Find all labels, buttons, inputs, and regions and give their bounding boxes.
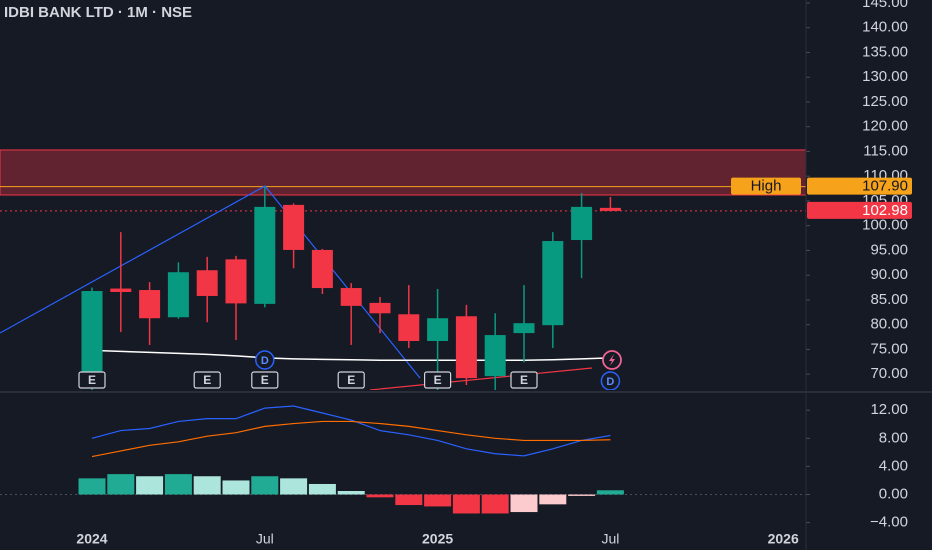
candle-body: [139, 290, 161, 319]
histogram-bar: [539, 494, 567, 505]
earnings-marker: [193, 371, 221, 389]
histogram-bar: [222, 480, 250, 495]
histogram-bar: [280, 478, 308, 495]
candle-body: [369, 302, 391, 314]
candle-body: [110, 288, 132, 293]
histogram-bar: [78, 478, 106, 495]
candle-body: [599, 207, 621, 211]
y-tick-label: 130.00: [862, 68, 908, 85]
y2-tick-label: 4.00: [879, 457, 908, 474]
y2-tick-label: −4.00: [870, 514, 908, 531]
dividend-marker: [255, 350, 275, 370]
y-tick-label: 85.00: [870, 291, 908, 308]
earnings-marker-label: E: [88, 373, 96, 387]
earnings-marker: [337, 371, 365, 389]
macd-panel: [0, 405, 806, 514]
histogram-bar: [136, 476, 164, 495]
earnings-marker-label: E: [347, 373, 355, 387]
candle-body: [398, 314, 420, 342]
y-tick-label: 145.00: [862, 0, 908, 11]
y-tick-label: 140.00: [862, 19, 908, 36]
dividend-marker-label: D: [606, 376, 614, 388]
earnings-marker-label: E: [434, 373, 442, 387]
candle-body: [542, 241, 564, 326]
candle-body: [455, 316, 477, 379]
x-tick-label: Jul: [256, 531, 274, 547]
y-tick-label: 125.00: [862, 93, 908, 110]
y-tick-label: 95.00: [870, 241, 908, 258]
y-tick-label: 100.00: [862, 217, 908, 234]
macd-line: [91, 405, 611, 457]
histogram-bar: [395, 494, 423, 506]
price-panel: E E E E E EDD: [0, 149, 806, 390]
trendline: [0, 185, 421, 379]
candle-body: [427, 318, 449, 342]
last-price-box: [807, 201, 912, 219]
earnings-marker-label: E: [520, 373, 528, 387]
histogram-bar: [510, 494, 538, 513]
candle-body: [484, 335, 506, 377]
histogram-bar: [596, 490, 624, 495]
earnings-marker: [78, 371, 106, 389]
histogram-bar: [424, 494, 452, 507]
y2-tick-label: 8.00: [879, 429, 908, 446]
dividend-marker-label: D: [261, 355, 269, 367]
candle-body: [254, 206, 276, 304]
high-label-box: [731, 177, 801, 195]
earnings-marker-label: E: [203, 373, 211, 387]
y-tick-label: 135.00: [862, 43, 908, 60]
high-value-label: 107.90: [862, 178, 908, 195]
chart-title: IDBI BANK LTD · 1M · NSE: [4, 4, 192, 21]
histogram-bar: [107, 474, 135, 495]
x-tick-label: 2024: [76, 531, 107, 547]
high-value-box: [807, 177, 912, 195]
earnings-marker: [424, 371, 452, 389]
y2-tick-label: 0.00: [879, 485, 908, 502]
histogram-bar: [251, 476, 279, 495]
candle-body: [311, 249, 333, 289]
dividend-marker: [600, 371, 621, 390]
y-tick-label: 70.00: [870, 365, 908, 382]
histogram-bar: [164, 474, 192, 495]
candle-body: [167, 272, 189, 318]
alert-icon-bolt: [609, 354, 615, 366]
y-tick-label: 75.00: [870, 340, 908, 357]
y-tick-label: 120.00: [862, 118, 908, 135]
histogram-bar: [308, 483, 336, 495]
histogram-bar: [337, 490, 365, 495]
macd-line: [91, 420, 611, 458]
histogram-bar: [481, 494, 509, 514]
y-tick-label: 80.00: [870, 316, 908, 333]
candle-body: [225, 259, 247, 304]
earnings-marker: [251, 371, 279, 389]
y2-tick-label: 12.00: [870, 401, 908, 418]
candle-body: [571, 206, 593, 241]
histogram-bar: [568, 494, 596, 496]
y-tick-label: 115.00: [863, 142, 908, 159]
candle-body: [196, 270, 218, 296]
high-label-name: High: [751, 178, 782, 195]
candle-body: [81, 291, 103, 382]
axes: 145.00 140.00 135.00 130.00 125.00 120.00 115.…: [76, 0, 912, 547]
x-tick-label: Jul: [601, 531, 619, 547]
histogram-bar: [452, 494, 480, 514]
earnings-marker-label: E: [261, 373, 269, 387]
y-tick-label: 90.00: [870, 266, 908, 283]
earnings-marker: [510, 371, 538, 389]
last-price-label: 102.98: [862, 202, 908, 219]
candle-body: [340, 288, 362, 306]
candle-body: [513, 323, 535, 334]
histogram-bar: [193, 476, 221, 495]
histogram-bar: [366, 494, 394, 498]
trendline: [369, 367, 593, 390]
candle-body: [283, 204, 305, 250]
x-tick-label: 2025: [422, 531, 453, 547]
x-tick-label: 2026: [768, 531, 799, 547]
resistance-zone: [0, 149, 806, 196]
